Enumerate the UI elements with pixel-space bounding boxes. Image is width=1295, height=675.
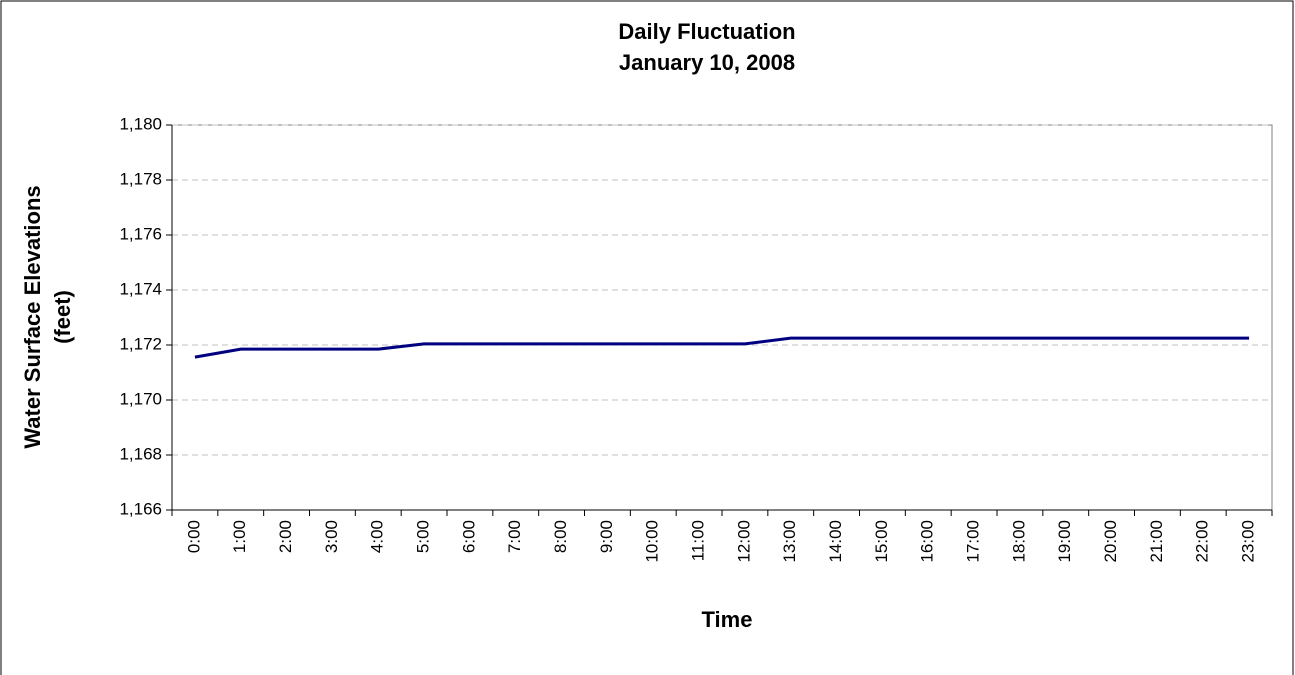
chart-subtitle: January 10, 2008 xyxy=(619,50,795,75)
data-line xyxy=(194,336,1250,359)
x-tick-label: 9:00 xyxy=(597,520,616,553)
x-tick-label: 2:00 xyxy=(276,520,295,553)
x-tick-label: 12:00 xyxy=(734,520,753,563)
y-tick-label: 1,172 xyxy=(119,334,162,353)
x-tick-label: 21:00 xyxy=(1147,520,1166,563)
x-tick-label: 17:00 xyxy=(964,520,983,563)
x-tick-label: 18:00 xyxy=(1009,520,1028,563)
y-tick-label: 1,166 xyxy=(119,499,162,518)
chart-title: Daily Fluctuation xyxy=(618,19,795,44)
x-tick-label: 7:00 xyxy=(505,520,524,553)
x-tick-label: 4:00 xyxy=(368,520,387,553)
y-tick-label: 1,168 xyxy=(119,444,162,463)
x-tick-label: 11:00 xyxy=(689,520,708,561)
x-tick-label: 1:00 xyxy=(230,520,249,553)
x-tick-label: 15:00 xyxy=(872,520,891,563)
y-tick-label: 1,174 xyxy=(119,279,162,298)
x-tick-label: 23:00 xyxy=(1239,520,1258,563)
x-tick-label: 19:00 xyxy=(1055,520,1074,563)
x-tick-label: 3:00 xyxy=(322,520,341,553)
x-tick-label: 20:00 xyxy=(1101,520,1120,563)
y-axis-title: (feet) xyxy=(50,290,75,344)
x-tick-label: 13:00 xyxy=(780,520,799,563)
x-tick-label: 0:00 xyxy=(184,520,203,553)
y-tick-label: 1,178 xyxy=(119,169,162,188)
y-tick-label: 1,176 xyxy=(119,224,162,243)
y-axis-title: Water Surface Elevations xyxy=(20,185,45,448)
x-tick-label: 6:00 xyxy=(459,520,478,553)
x-axis-title: Time xyxy=(702,607,753,632)
y-tick-label: 1,170 xyxy=(119,389,162,408)
x-tick-label: 14:00 xyxy=(826,520,845,563)
x-tick-label: 16:00 xyxy=(918,520,937,563)
plot-area xyxy=(171,124,1273,511)
x-tick-label: 8:00 xyxy=(551,520,570,553)
x-tick-label: 22:00 xyxy=(1193,520,1212,563)
x-tick-label: 10:00 xyxy=(643,520,662,563)
y-tick-label: 1,180 xyxy=(119,114,162,133)
x-tick-label: 5:00 xyxy=(414,520,433,553)
